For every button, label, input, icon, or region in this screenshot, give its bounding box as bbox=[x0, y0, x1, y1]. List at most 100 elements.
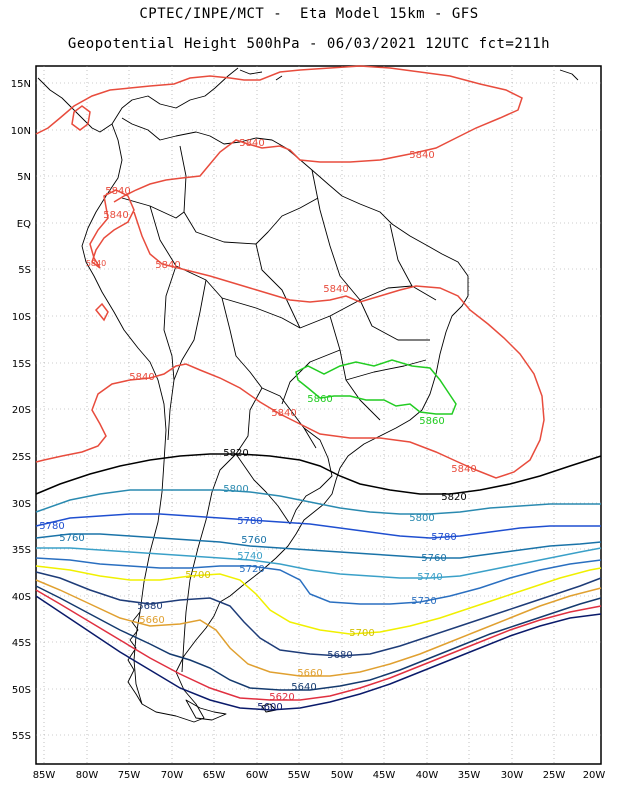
contour-label-5760: 5760 bbox=[421, 553, 446, 564]
country-border bbox=[179, 145, 319, 245]
contour-label-5820: 5820 bbox=[223, 448, 248, 459]
contour-label-5840: 5840 bbox=[323, 284, 348, 295]
contour-line-5600 bbox=[35, 595, 602, 711]
contour-labels: 5840 5840 5840 5840 5840 5840 5840 5840 … bbox=[39, 138, 476, 713]
state-border bbox=[389, 223, 413, 287]
contour-line-5860 bbox=[295, 359, 457, 415]
lon-label: 25W bbox=[543, 770, 566, 781]
lon-label: 30W bbox=[501, 770, 524, 781]
lat-label: 25S bbox=[12, 452, 31, 463]
state-border bbox=[255, 243, 301, 329]
contour-line-5760 bbox=[35, 533, 602, 559]
lon-label: 20W bbox=[583, 770, 606, 781]
contour-label-5840: 5840 bbox=[86, 259, 106, 268]
contour-label-5840: 5840 bbox=[271, 408, 296, 419]
contour-label-5800: 5800 bbox=[409, 513, 434, 524]
contour-label-5760: 5760 bbox=[59, 533, 84, 544]
coastline-caribbean-islands bbox=[239, 69, 579, 81]
map-title-line-1: CPTEC/INPE/MCT - Eta Model 15km - GFS bbox=[139, 6, 479, 22]
lon-label: 55W bbox=[288, 770, 311, 781]
latitude-axis: 15N 10N 5N EQ 5S 10S 15S 20S 25S 30S 35S… bbox=[11, 79, 31, 742]
contour-label-5600: 5600 bbox=[257, 702, 282, 713]
lat-label: EQ bbox=[17, 219, 31, 230]
lon-label: 40W bbox=[416, 770, 439, 781]
contour-label-5660: 5660 bbox=[139, 615, 164, 626]
contour-line-5840 bbox=[35, 65, 523, 203]
lon-label: 80W bbox=[76, 770, 99, 781]
map-title-line-2: Geopotential Height 500hPa - 06/03/2021 … bbox=[67, 36, 551, 52]
contour-label-5820: 5820 bbox=[441, 492, 466, 503]
contour-label-5860: 5860 bbox=[419, 416, 444, 427]
contour-label-5780: 5780 bbox=[237, 516, 262, 527]
contour-line-5780 bbox=[35, 513, 601, 539]
contour-line-5800 bbox=[35, 489, 601, 515]
contour-line-5680 bbox=[35, 571, 602, 657]
country-border bbox=[149, 205, 301, 329]
contour-label-5720: 5720 bbox=[411, 596, 436, 607]
lat-lon-grid bbox=[36, 66, 601, 764]
contour-label-5840: 5840 bbox=[409, 150, 434, 161]
contour-line-5720 bbox=[35, 557, 602, 605]
lat-label: 35S bbox=[12, 545, 31, 556]
contour-label-5840: 5840 bbox=[105, 186, 130, 197]
country-border bbox=[181, 387, 263, 673]
country-border bbox=[163, 265, 177, 381]
lat-label: 45S bbox=[12, 638, 31, 649]
contour-5840 bbox=[35, 65, 545, 479]
contour-label-5620: 5620 bbox=[269, 692, 294, 703]
lon-label: 65W bbox=[203, 770, 226, 781]
longitude-axis: 85W 80W 75W 70W 65W 60W 55W 50W 45W 40W … bbox=[33, 770, 606, 781]
lon-label: 70W bbox=[161, 770, 184, 781]
lat-label: 5N bbox=[17, 172, 31, 183]
lon-label: 50W bbox=[331, 770, 354, 781]
contour-label-5680: 5680 bbox=[137, 601, 162, 612]
contour-line-5840 bbox=[71, 105, 91, 131]
lon-label: 35W bbox=[458, 770, 481, 781]
map-frame bbox=[35, 65, 602, 765]
coastline-central-america bbox=[37, 67, 239, 133]
contour-label-5780: 5780 bbox=[431, 532, 456, 543]
contour-label-5680: 5680 bbox=[327, 650, 352, 661]
contour-label-5720: 5720 bbox=[239, 564, 264, 575]
lat-label: 55S bbox=[12, 731, 31, 742]
coastline-tierra-del-fuego bbox=[185, 699, 227, 721]
state-border bbox=[359, 299, 430, 341]
lat-label: 10S bbox=[12, 312, 31, 323]
contour-line-5740 bbox=[36, 547, 602, 579]
lon-label: 85W bbox=[33, 770, 56, 781]
coastline-south-america bbox=[81, 117, 469, 723]
lon-label: 45W bbox=[373, 770, 396, 781]
lat-label: 30S bbox=[12, 499, 31, 510]
contour-label-5700: 5700 bbox=[185, 570, 210, 581]
state-border bbox=[299, 285, 437, 329]
contour-label-5740: 5740 bbox=[417, 572, 442, 583]
contour-label-5640: 5640 bbox=[291, 682, 316, 693]
lat-label: 15S bbox=[12, 359, 31, 370]
country-border bbox=[289, 427, 333, 525]
contour-label-5760: 5760 bbox=[241, 535, 266, 546]
lat-label: 50S bbox=[12, 685, 31, 696]
contour-label-5840: 5840 bbox=[129, 372, 154, 383]
lat-label: 40S bbox=[12, 592, 31, 603]
lat-label: 20S bbox=[12, 405, 31, 416]
contour-label-5860: 5860 bbox=[307, 394, 332, 405]
lon-label: 75W bbox=[118, 770, 141, 781]
contour-label-5840: 5840 bbox=[103, 210, 128, 221]
country-border bbox=[235, 453, 291, 525]
state-border bbox=[345, 359, 427, 381]
contour-line-5640 bbox=[35, 585, 602, 691]
country-border bbox=[167, 279, 207, 441]
country-border bbox=[121, 197, 185, 219]
contour-label-5840: 5840 bbox=[155, 260, 180, 271]
lat-label: 5S bbox=[18, 265, 31, 276]
state-border bbox=[281, 349, 341, 405]
contour-line-5620 bbox=[35, 589, 602, 701]
contour-label-5840: 5840 bbox=[239, 138, 264, 149]
contour-5860 bbox=[295, 359, 457, 415]
contour-label-5780: 5780 bbox=[39, 521, 64, 532]
contour-label-5800: 5800 bbox=[223, 484, 248, 495]
coastlines-and-borders bbox=[37, 67, 579, 723]
contour-line-5840 bbox=[35, 211, 545, 479]
contour-label-5700: 5700 bbox=[349, 628, 374, 639]
